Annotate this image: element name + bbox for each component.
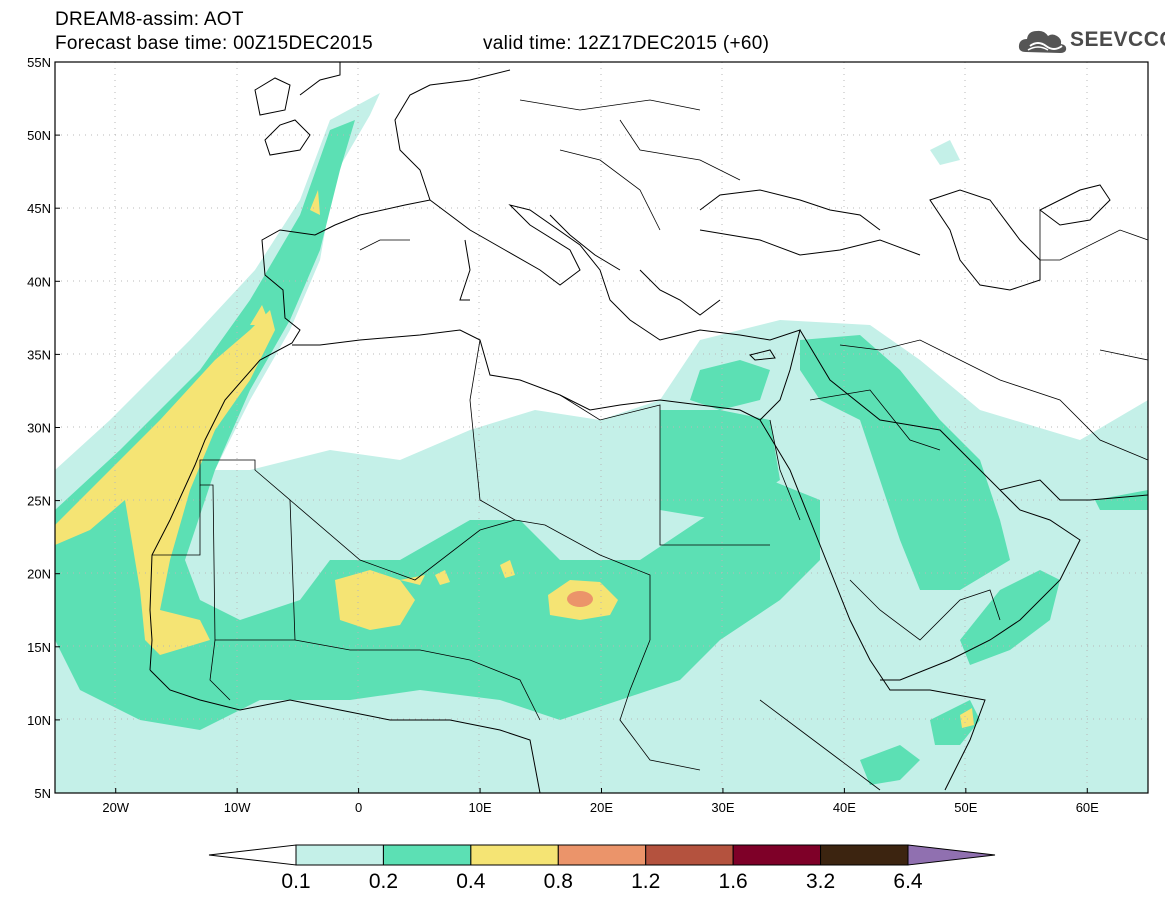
lon-tick-label: 0 [355,800,362,815]
colorbar-label: 0.2 [368,870,399,893]
colorbar-label: 1.2 [631,870,661,893]
aot-map: 55N 50N 45N 40N 35N 30N 25N 20N 15N 10N 5N 20W 10W 0… [27,55,1149,815]
lat-tick-label: 30N [27,421,51,436]
colorbar-under-triangle [208,844,297,866]
colorbar-swatch [645,844,734,866]
lon-tick-label: 40E [833,800,856,815]
forecast-base-time: Forecast base time: 00Z15DEC2015 [55,33,373,54]
lat-tick-label: 5N [34,786,51,801]
colorbar-label: 0.1 [281,870,311,893]
colorbar-swatch [820,844,909,866]
lon-tick-label: 50E [954,800,977,815]
map-title: DREAM8-assim: AOT [55,9,244,30]
lat-tick-label: 20N [27,567,51,582]
lat-tick-label: 10N [27,713,51,728]
colorbar-swatch [295,844,384,866]
lat-tick-label: 15N [27,640,51,655]
colorbar-swatch [732,844,822,866]
graticule [55,62,1148,793]
lat-tick-label: 45N [27,201,51,216]
logo-text: SEEVCCC [1070,28,1165,51]
lon-tick-label: 30E [711,800,734,815]
borders [152,99,1148,791]
valid-time: valid time: 12Z17DEC2015 (+60) [483,33,770,54]
lat-axis: 55N 50N 45N 40N 35N 30N 25N 20N 15N 10N 5N [27,55,60,801]
lat-tick-label: 40N [27,274,51,289]
lat-tick-label: 25N [27,494,51,509]
lon-tick-label: 60E [1076,800,1099,815]
aot-field-0.2 [55,120,1148,785]
colorbar-label: 6.4 [893,870,923,893]
lon-tick-label: 10E [468,800,491,815]
lat-tick-label: 35N [27,347,51,362]
colorbar-label: 0.4 [456,870,486,893]
colorbar-swatch [382,844,472,866]
aot-field-0.8 [567,591,593,607]
seevccc-logo: SEEVCCC [1018,26,1165,56]
colorbar-swatch [557,844,647,866]
colorbar-label: 3.2 [805,870,836,893]
colorbar [208,844,996,866]
lat-tick-label: 50N [27,128,51,143]
lat-tick-label: 55N [27,55,51,70]
colorbar-label: 1.6 [718,870,748,893]
cloud-icon [1018,30,1067,53]
colorbar-label: 0.8 [543,870,573,893]
colorbar-over-triangle [907,844,996,866]
lon-tick-label: 20E [590,800,613,815]
lon-tick-label: 10W [224,800,251,815]
colorbar-swatch [470,844,559,866]
lon-axis: 20W 10W 0 10E 20E 30E 40E 50E 60E [102,788,1099,815]
lon-tick-label: 20W [102,800,129,815]
coastlines [149,62,1148,793]
